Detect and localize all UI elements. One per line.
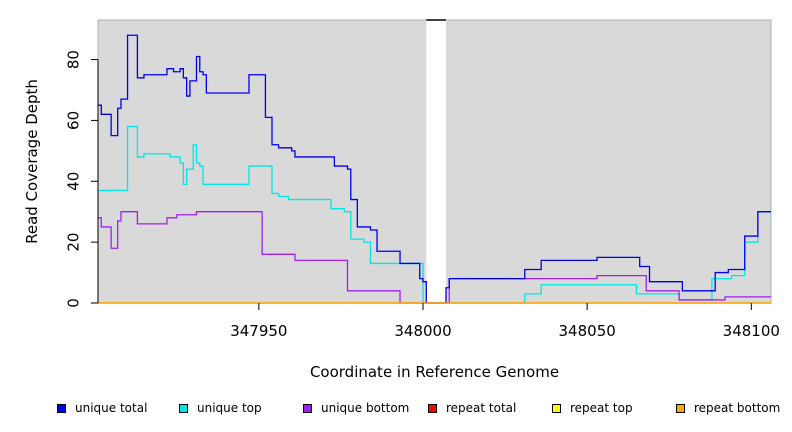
y-axis: 0 20 40 60 80 bbox=[64, 50, 99, 308]
y-tick-label: 60 bbox=[64, 111, 82, 130]
legend-label: repeat bottom bbox=[694, 401, 781, 415]
series-unique-bottom bbox=[98, 211, 771, 304]
x-tick-label: 348050 bbox=[559, 322, 616, 340]
y-tick-label: 40 bbox=[64, 172, 82, 191]
legend-label: unique bottom bbox=[321, 401, 410, 415]
x-axis-title: Coordinate in Reference Genome bbox=[310, 363, 559, 381]
gap-region bbox=[426, 20, 446, 303]
legend-item: repeat bottom bbox=[676, 400, 780, 416]
y-axis-title: Read Coverage Depth bbox=[23, 79, 41, 244]
legend: unique total unique top unique bottom repea… bbox=[0, 400, 792, 420]
x-axis: 347950 348000 348050 348100 bbox=[230, 303, 780, 340]
legend-item: repeat total bbox=[428, 400, 516, 416]
y-tick-label: 0 bbox=[64, 298, 82, 308]
x-tick-label: 348100 bbox=[723, 322, 780, 340]
legend-swatch bbox=[303, 403, 312, 413]
legend-label: repeat top bbox=[570, 401, 633, 415]
x-tick-label: 347950 bbox=[230, 322, 287, 340]
legend-item: repeat top bbox=[552, 400, 633, 416]
coverage-chart: 347950 348000 348050 348100 0 20 40 60 80 Coord… bbox=[23, 19, 780, 381]
legend-label: repeat total bbox=[446, 401, 517, 415]
legend-label: unique top bbox=[197, 401, 262, 415]
legend-swatch bbox=[428, 403, 437, 413]
legend-item: unique top bbox=[179, 400, 262, 416]
series-layer bbox=[98, 19, 771, 304]
legend-item: unique bottom bbox=[303, 400, 409, 416]
legend-swatch bbox=[676, 403, 685, 413]
y-tick-label: 80 bbox=[64, 50, 82, 69]
y-tick-label: 20 bbox=[64, 233, 82, 252]
legend-item: unique total bbox=[57, 400, 147, 416]
legend-label: unique total bbox=[75, 401, 148, 415]
legend-swatch bbox=[552, 403, 561, 413]
legend-swatch bbox=[179, 403, 188, 413]
x-tick-label: 348000 bbox=[394, 322, 451, 340]
series-unique-top bbox=[98, 125, 771, 304]
legend-swatch bbox=[57, 403, 66, 413]
series-unique-total bbox=[98, 34, 771, 304]
